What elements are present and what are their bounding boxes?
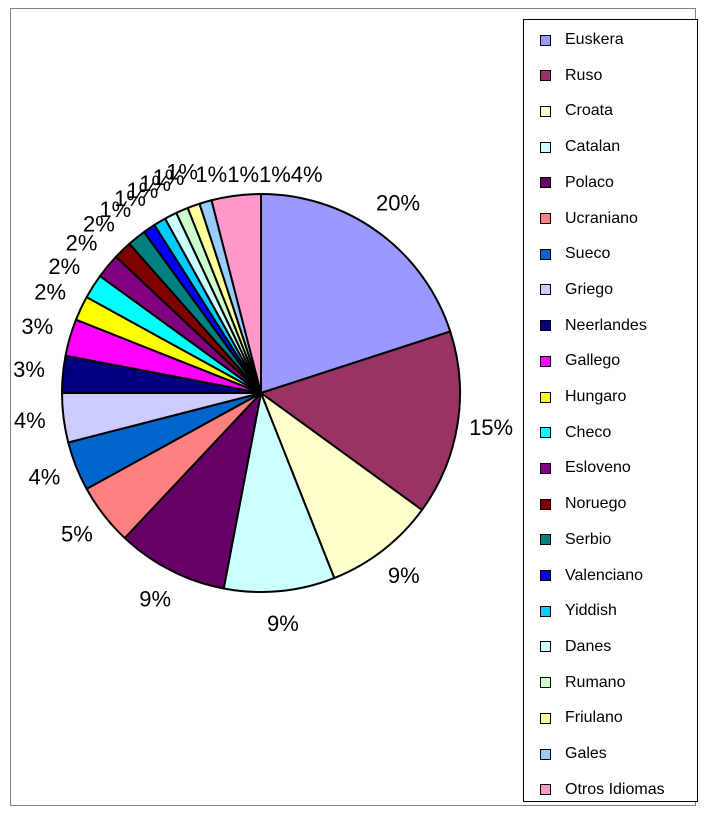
legend-item-danes: Danes xyxy=(524,637,611,657)
legend-item-ucraniano: Ucraniano xyxy=(524,209,638,229)
legend-label: Hungaro xyxy=(565,388,627,405)
legend-label: Yiddish xyxy=(565,602,617,620)
legend-swatch xyxy=(540,605,551,617)
legend-label: Polaco xyxy=(565,173,614,191)
slice-label-neerlandes: 3% xyxy=(13,357,45,382)
legend-item-griego: Griego xyxy=(524,280,613,300)
legend-swatch xyxy=(540,748,551,760)
legend-label: Croata xyxy=(565,102,614,120)
legend-item-checo: Checo xyxy=(524,423,611,443)
slice-label-ruso: 15% xyxy=(469,415,513,440)
legend: Euskera Ruso Croata Catalan Polaco Ucraniano S… xyxy=(523,19,698,802)
legend-label: Valenciano xyxy=(565,566,643,584)
slice-label-noruego: 2% xyxy=(83,212,115,237)
slice-label-catalan: 9% xyxy=(267,611,299,636)
pie-slice-catalan xyxy=(222,392,336,593)
slice-label-polaco: 9% xyxy=(139,586,171,611)
legend-swatch xyxy=(540,355,551,367)
legend-label: Neerlandes xyxy=(565,316,647,334)
legend-swatch xyxy=(540,534,551,546)
legend-swatch xyxy=(540,784,551,796)
legend-label: Ucraniano xyxy=(565,209,638,227)
legend-swatch xyxy=(540,462,551,474)
legend-label: Danes xyxy=(565,637,612,655)
legend-item-gallego: Gallego xyxy=(524,351,620,371)
legend-swatch xyxy=(540,213,551,224)
legend-label: Otros Idiomas xyxy=(565,780,665,798)
slice-label-esloveno: 2% xyxy=(66,230,98,255)
legend-label: Esloveno xyxy=(565,459,631,477)
slice-label-valenciano: 1% xyxy=(114,186,146,211)
top-slice-labels: 1%1%1%4% xyxy=(195,162,322,187)
legend-swatch xyxy=(540,34,551,46)
legend-swatch xyxy=(540,391,551,403)
legend-item-yiddish: Yiddish xyxy=(524,601,617,621)
legend-label: Rumano xyxy=(565,673,626,691)
legend-item-ruso: Ruso xyxy=(524,66,602,86)
legend-swatch xyxy=(540,248,551,260)
legend-item-neerlandes: Neerlandes xyxy=(524,316,647,336)
legend-item-sueco: Sueco xyxy=(524,244,610,264)
legend-swatch xyxy=(540,70,551,82)
legend-item-esloveno: Esloveno xyxy=(524,458,631,478)
legend-swatch xyxy=(540,177,551,189)
slice-label-griego: 4% xyxy=(14,408,46,433)
slice-label-yiddish: 1% xyxy=(127,178,159,203)
legend-item-catalan: Catalan xyxy=(524,137,620,157)
legend-label: Ruso xyxy=(565,66,603,84)
legend-label: Griego xyxy=(565,280,614,298)
legend-swatch xyxy=(540,105,551,117)
slice-label-checo: 2% xyxy=(48,254,80,279)
legend-item-noruego: Noruego xyxy=(524,494,626,514)
legend-item-hungaro: Hungaro xyxy=(524,387,626,407)
legend-item-rumano: Rumano xyxy=(524,673,625,693)
slice-label-gallego: 3% xyxy=(21,314,53,339)
legend-label: Gales xyxy=(565,745,607,762)
slice-label-rumano: 1% xyxy=(153,165,185,190)
legend-item-friulano: Friulano xyxy=(524,708,623,728)
legend-item-valenciano: Valenciano xyxy=(524,566,643,586)
legend-item-croata: Croata xyxy=(524,101,613,121)
legend-item-polaco: Polaco xyxy=(524,173,614,193)
legend-swatch xyxy=(540,284,551,296)
slice-label-hungaro: 2% xyxy=(34,280,66,305)
legend-item-serbio: Serbio xyxy=(524,530,611,550)
slice-label-serbio: 1% xyxy=(99,197,131,222)
legend-item-gales: Gales xyxy=(524,744,607,764)
pie-slice-ruso xyxy=(260,330,461,511)
legend-label: Euskera xyxy=(565,31,624,48)
legend-swatch xyxy=(540,320,551,332)
legend-swatch xyxy=(540,570,551,581)
legend-label: Noruego xyxy=(565,495,627,513)
legend-swatch xyxy=(540,141,551,153)
legend-item-euskera: Euskera xyxy=(524,30,624,50)
slice-label-sueco: 4% xyxy=(29,465,61,490)
slice-label-friulano: 1% xyxy=(166,160,198,185)
legend-label: Checo xyxy=(565,423,612,441)
pie-slice-euskera xyxy=(260,193,452,394)
pie-slice-otros-idiomas xyxy=(210,193,262,394)
legend-swatch xyxy=(540,712,551,724)
slice-label-euskera: 20% xyxy=(376,190,420,215)
legend-swatch xyxy=(540,677,551,689)
slice-label-danes: 1% xyxy=(139,171,171,196)
pie-slice-croata xyxy=(260,392,423,580)
legend-label: Catalan xyxy=(565,138,621,156)
pie-slice-polaco xyxy=(123,392,262,590)
legend-swatch xyxy=(540,641,551,653)
legend-label: Gallego xyxy=(565,352,621,370)
legend-swatch xyxy=(540,498,551,510)
legend-label: Friulano xyxy=(565,709,623,727)
legend-swatch xyxy=(540,427,551,439)
slice-label-croata: 9% xyxy=(388,563,420,588)
slice-label-ucraniano: 5% xyxy=(61,522,93,547)
legend-item-otros-idiomas: Otros Idiomas xyxy=(524,780,665,800)
legend-label: Sueco xyxy=(565,245,611,263)
legend-label: Serbio xyxy=(565,530,612,548)
